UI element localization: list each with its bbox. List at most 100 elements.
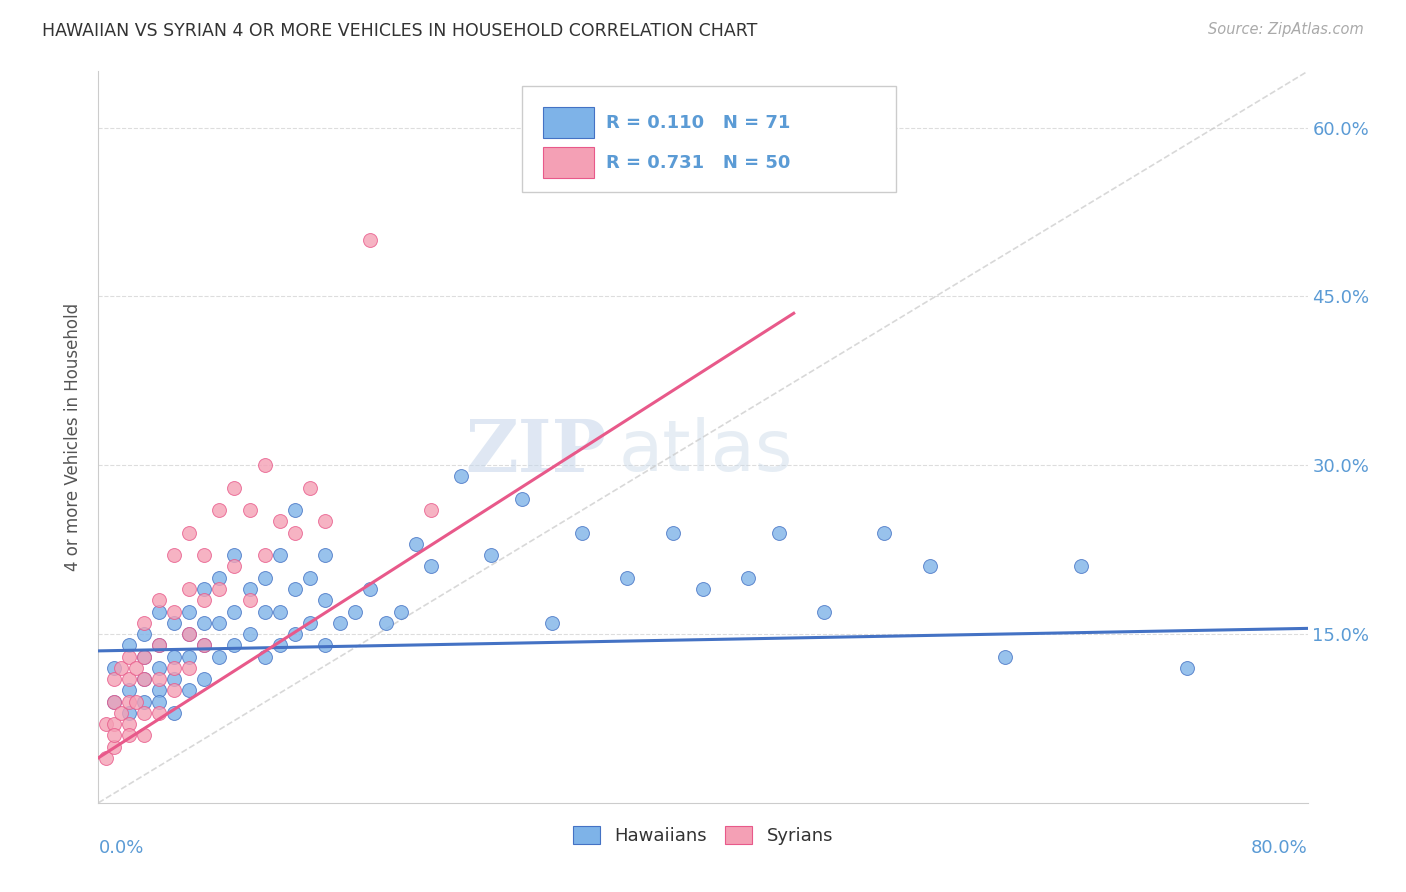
Point <box>360 233 382 247</box>
Point <box>284 525 307 540</box>
Point <box>768 525 790 540</box>
Point <box>148 683 170 698</box>
Point <box>224 481 246 495</box>
Point <box>118 649 141 664</box>
Point <box>132 649 155 664</box>
Point <box>224 605 246 619</box>
Point <box>571 525 593 540</box>
Point <box>193 582 215 596</box>
Text: atlas: atlas <box>619 417 793 486</box>
Point <box>284 503 307 517</box>
Point <box>179 683 201 698</box>
Legend: Hawaiians, Syrians: Hawaiians, Syrians <box>565 819 841 852</box>
Point <box>661 525 683 540</box>
Point <box>118 638 141 652</box>
Point <box>193 548 215 562</box>
Point <box>132 694 155 708</box>
Point <box>179 627 201 641</box>
Point <box>314 515 336 529</box>
Point <box>118 728 141 742</box>
Point <box>132 728 155 742</box>
Point <box>132 615 155 630</box>
Point <box>994 649 1017 664</box>
Point <box>125 661 148 675</box>
Point <box>118 717 141 731</box>
Point <box>299 615 322 630</box>
Point <box>148 672 170 686</box>
Point <box>540 615 562 630</box>
Point <box>239 582 262 596</box>
Point <box>208 615 231 630</box>
Point <box>269 515 291 529</box>
Point <box>193 638 215 652</box>
Point <box>269 548 291 562</box>
Point <box>103 717 125 731</box>
Point <box>224 638 246 652</box>
Point <box>163 649 186 664</box>
Point <box>132 706 155 720</box>
Point <box>208 503 231 517</box>
Point <box>269 605 291 619</box>
Point <box>253 548 276 562</box>
Point <box>163 706 186 720</box>
Point <box>299 481 322 495</box>
Point <box>103 694 125 708</box>
Point <box>94 717 117 731</box>
Point <box>405 537 427 551</box>
Point <box>103 672 125 686</box>
Text: 80.0%: 80.0% <box>1251 839 1308 857</box>
Point <box>450 469 472 483</box>
Point <box>329 615 352 630</box>
Point <box>193 593 215 607</box>
Point <box>118 683 141 698</box>
Point <box>118 694 141 708</box>
Point <box>163 672 186 686</box>
Point <box>163 683 186 698</box>
Point <box>148 605 170 619</box>
Point <box>420 503 443 517</box>
Point <box>239 503 262 517</box>
Point <box>314 548 336 562</box>
Point <box>1175 661 1198 675</box>
Point <box>253 605 276 619</box>
Point <box>299 571 322 585</box>
Point <box>737 571 759 585</box>
Point <box>132 627 155 641</box>
Point <box>269 638 291 652</box>
Point <box>179 661 201 675</box>
Point <box>374 615 396 630</box>
Point <box>179 627 201 641</box>
Point <box>253 458 276 473</box>
Point <box>616 571 638 585</box>
Point <box>314 638 336 652</box>
Point <box>179 649 201 664</box>
Point <box>125 694 148 708</box>
Point <box>103 728 125 742</box>
Point <box>132 649 155 664</box>
Point <box>193 672 215 686</box>
Text: 0.0%: 0.0% <box>98 839 143 857</box>
Point <box>224 548 246 562</box>
Point <box>239 627 262 641</box>
Text: Source: ZipAtlas.com: Source: ZipAtlas.com <box>1208 22 1364 37</box>
Point <box>132 672 155 686</box>
Point <box>360 582 382 596</box>
Point <box>103 661 125 675</box>
Point <box>148 593 170 607</box>
Point <box>253 571 276 585</box>
Point <box>389 605 412 619</box>
Text: ZIP: ZIP <box>465 417 606 487</box>
Point <box>918 559 941 574</box>
Point <box>208 582 231 596</box>
Point <box>118 672 141 686</box>
Point <box>813 605 835 619</box>
FancyBboxPatch shape <box>543 147 595 178</box>
Point <box>103 694 125 708</box>
Point <box>179 525 201 540</box>
Point <box>103 739 125 754</box>
Point <box>208 571 231 585</box>
Point <box>284 582 307 596</box>
Point <box>193 615 215 630</box>
Point <box>284 627 307 641</box>
Point <box>163 661 186 675</box>
